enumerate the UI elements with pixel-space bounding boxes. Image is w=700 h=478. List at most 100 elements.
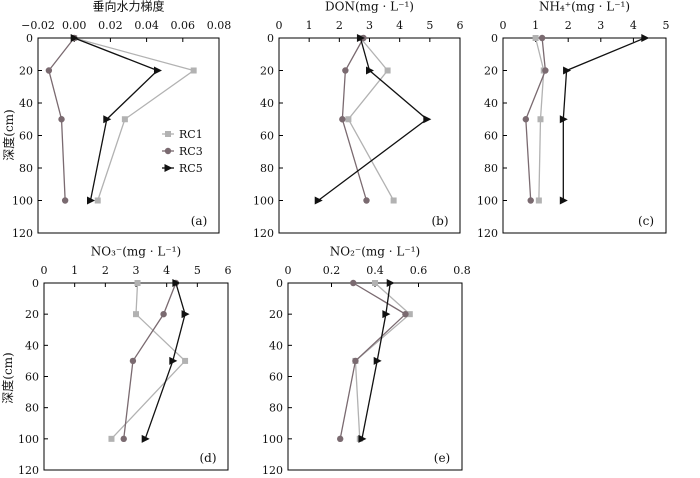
y-tick-label: 20 [269, 308, 283, 321]
x-tick-label: 5 [663, 19, 670, 32]
data-point-rc1 [345, 116, 352, 123]
data-point-rc3 [542, 67, 549, 74]
data-point-rc5 [169, 356, 178, 365]
series-rc1 [345, 35, 397, 204]
series-rc1 [352, 280, 413, 442]
series-line-rc5 [361, 282, 391, 439]
x-tick-label: 0.8 [453, 264, 471, 277]
series-line-rc1 [347, 37, 395, 201]
data-point-rc3 [160, 310, 167, 318]
data-point-rc3 [337, 435, 344, 443]
data-point-rc3 [363, 197, 370, 204]
data-point-rc5 [314, 196, 323, 205]
series-rc3 [45, 34, 78, 204]
data-point-rc1 [108, 435, 115, 442]
data-point-rc5 [366, 66, 374, 75]
x-tick-label: 0.02 [98, 19, 123, 32]
x-tick-label: 5 [426, 19, 433, 32]
data-point-rc5 [559, 196, 568, 205]
x-tick-label: 4 [163, 264, 170, 277]
y-tick-label: 100 [477, 195, 498, 208]
series-rc5 [358, 279, 395, 443]
data-point-rc1 [134, 280, 141, 286]
data-point-rc3 [350, 279, 357, 287]
y-tick-label: 60 [269, 371, 283, 384]
x-tick-label: 0 [285, 264, 292, 277]
data-point-rc5 [172, 279, 181, 287]
data-point-rc5 [373, 356, 382, 365]
x-tick-label: 0 [276, 19, 283, 32]
y-tick-label: 80 [484, 162, 498, 175]
x-tick-label: 0.2 [323, 264, 341, 277]
legend-label: RC5 [179, 162, 203, 175]
y-tick-label: 0 [26, 32, 33, 45]
y-tick-label: 80 [269, 402, 283, 415]
x-tick-label: 2 [565, 19, 572, 32]
data-point-rc1 [406, 311, 413, 318]
data-point-rc5 [358, 434, 367, 443]
x-tick-label: 1 [532, 19, 539, 32]
data-point-rc5 [70, 34, 79, 42]
data-point-rc3 [45, 67, 53, 74]
legend: RC1 RC3 RC5 [162, 128, 203, 175]
data-point-rc1 [532, 35, 539, 41]
data-point-rc1 [384, 67, 391, 74]
x-tick-label: 2 [102, 264, 109, 277]
data-point-rc5 [153, 66, 162, 75]
y-tick-label: 120 [253, 227, 274, 240]
panel-letter: (b) [431, 214, 448, 228]
panel-a: 垂向水力梯度 −0.02 0.00 0.02 0.04 0.06 0.08 0 20 40 60 80… [1, 0, 231, 240]
y-tick-label: 60 [260, 130, 274, 143]
data-point-rc5 [103, 115, 112, 124]
y-tick-label: 20 [484, 65, 498, 78]
series-line-rc3 [525, 37, 547, 201]
x-tick-label: −0.02 [21, 19, 55, 32]
series-line-rc1 [74, 37, 196, 201]
series-rc1 [108, 280, 189, 442]
plot-frame [287, 282, 463, 471]
x-tick-label: 6 [457, 19, 464, 32]
legend-marker [164, 147, 172, 155]
series-line-rc1 [534, 37, 545, 201]
x-tick-label: 3 [366, 19, 373, 32]
series-line-rc5 [144, 282, 186, 440]
data-point-rc3 [339, 116, 346, 123]
y-tick-label: 120 [262, 464, 283, 477]
y-axis-label: 深度(cm) [0, 352, 15, 403]
data-point-rc1 [535, 197, 542, 204]
data-point-rc1 [182, 357, 189, 364]
data-point-rc3 [129, 357, 137, 365]
series-line-rc5 [562, 37, 646, 201]
panel-title: NH₄⁺(mg · L⁻¹) [539, 0, 630, 14]
x-tick-label: 1 [306, 19, 313, 32]
y-tick-label: 60 [25, 371, 39, 384]
x-tick-label: 0 [500, 19, 507, 32]
panel-e: NO₂⁻(mg · L⁻¹) 0 0.2 0.4 0.6 0.8 0 20 40 60 80 100 1… [262, 245, 471, 478]
data-point-rc3 [120, 435, 127, 443]
legend-marker [164, 164, 173, 172]
data-point-rc3 [342, 67, 349, 74]
y-tick-label: 120 [18, 464, 39, 477]
series-rc5 [141, 279, 190, 443]
series-line-rc3 [339, 282, 407, 439]
series-rc5 [70, 34, 162, 205]
series-rc3 [522, 34, 549, 204]
y-tick-label: 60 [484, 130, 498, 143]
legend-label: RC1 [179, 128, 203, 141]
x-tick-label: 0.06 [171, 19, 196, 32]
series-line-rc5 [317, 37, 428, 202]
x-tick-label: 0.00 [62, 19, 87, 32]
data-point-rc1 [390, 197, 397, 204]
panel-letter: (e) [434, 451, 450, 465]
x-tick-label: 3 [133, 264, 140, 277]
panel-title: DON(mg · L⁻¹) [325, 0, 414, 14]
x-tick-label: 1 [71, 264, 78, 277]
data-point-rc1 [121, 116, 128, 123]
panel-title: 垂向水力梯度 [92, 0, 164, 14]
x-tick-label: 4 [396, 19, 403, 32]
series-rc3 [337, 279, 409, 443]
series-rc5 [314, 34, 432, 205]
series-rc5 [559, 34, 650, 205]
y-tick-label: 40 [25, 339, 39, 352]
x-tick-label: 2 [336, 19, 343, 32]
